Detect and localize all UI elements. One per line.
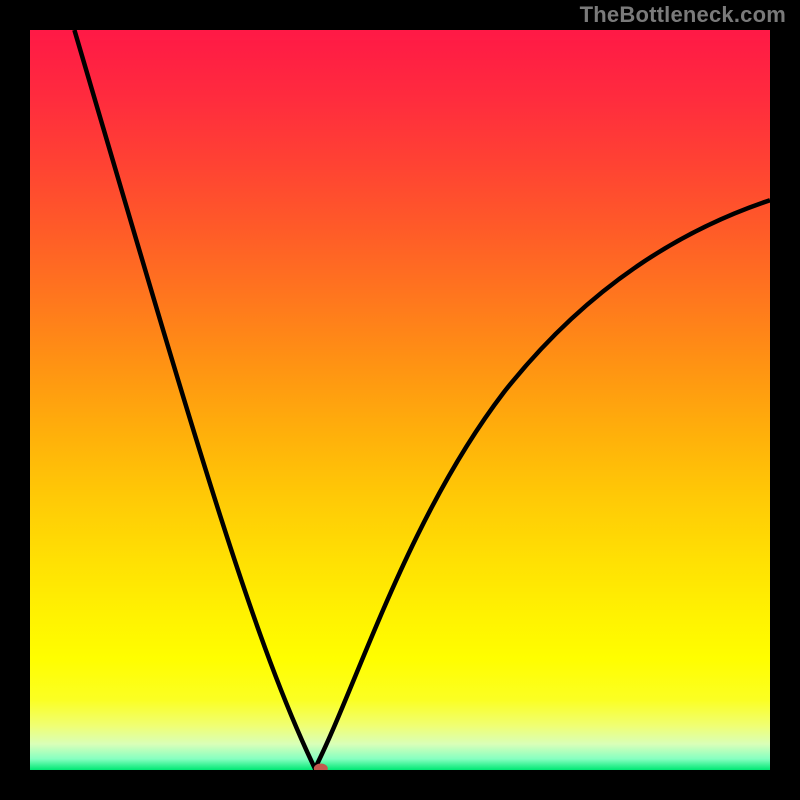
gradient-background xyxy=(30,30,770,770)
chart-frame: TheBottleneck.com xyxy=(0,0,800,800)
plot-svg xyxy=(30,30,770,770)
plot-area xyxy=(30,30,770,770)
watermark-text: TheBottleneck.com xyxy=(580,2,786,28)
